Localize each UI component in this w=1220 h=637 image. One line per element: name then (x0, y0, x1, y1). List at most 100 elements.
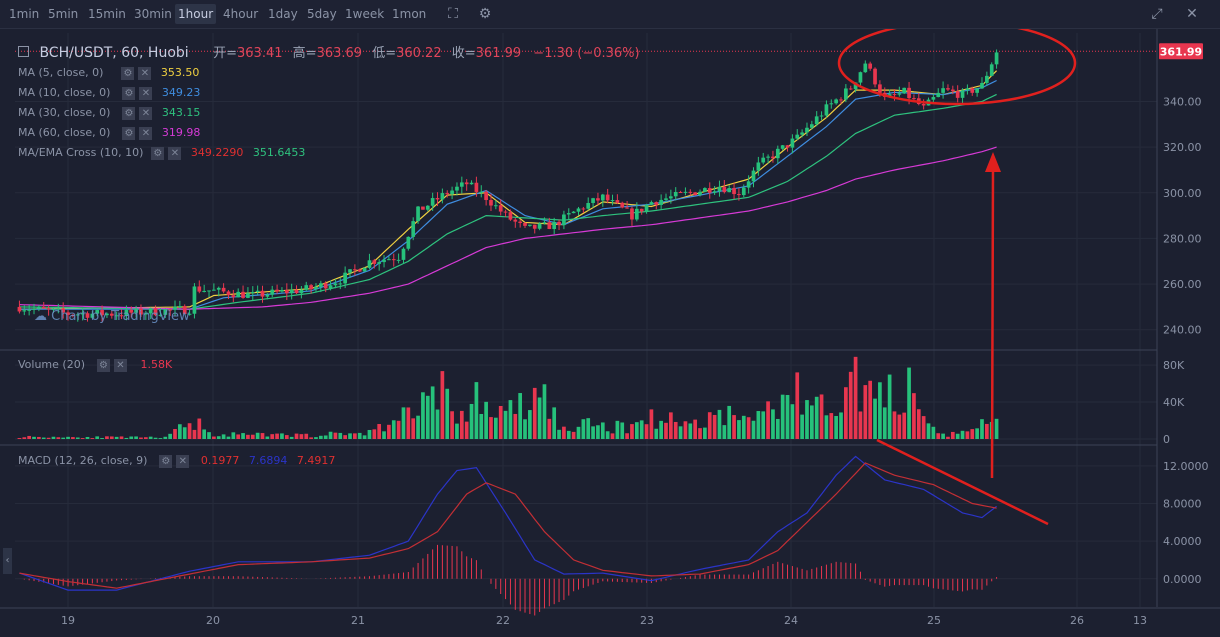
volume-bar (732, 415, 736, 439)
candle-body (163, 309, 168, 315)
candle-body (270, 289, 275, 295)
fullscreen-icon[interactable]: ⤢ (1151, 6, 1163, 22)
volume-bar (182, 427, 187, 439)
candle-body (946, 88, 950, 90)
candle-body (790, 138, 795, 148)
volume-bar (878, 382, 882, 439)
candle-body (41, 306, 46, 309)
volume-bar (192, 429, 197, 439)
volume-bar (284, 435, 289, 439)
volume-tick-label: 40K (1163, 396, 1185, 409)
candle-body (51, 308, 56, 310)
volume-bar (712, 414, 717, 439)
annotation-arrow-head (985, 152, 1001, 172)
remove-x-icon[interactable]: ✕ (176, 454, 190, 468)
candle-body (328, 285, 333, 289)
annotation-ellipse (837, 29, 1077, 106)
remove-x-icon[interactable]: ✕ (139, 106, 153, 120)
candle-body (255, 290, 260, 293)
volume-bar (46, 437, 51, 439)
tab-1day[interactable]: 1day (268, 7, 298, 21)
volume-bar (95, 436, 100, 439)
volume-bar (323, 435, 328, 439)
time-tick-label: 20 (206, 614, 220, 627)
chart-canvas[interactable]: 240.00 260.00 280.00 300.00 320.00 340.00 0 40K… (0, 29, 1220, 637)
tab-30min[interactable]: 30min (134, 7, 172, 21)
candle-body (931, 97, 936, 100)
candle-body (284, 290, 289, 294)
tab-5min[interactable]: 5min (48, 7, 79, 21)
volume-bar (698, 428, 702, 439)
tab-1mon[interactable]: 1mon (392, 7, 427, 21)
settings-gear-icon[interactable]: ⚙ (151, 146, 165, 160)
volume-bar (503, 410, 508, 439)
volume-bar (639, 420, 644, 439)
volume-bar (90, 438, 95, 439)
candle-body (294, 289, 299, 294)
volume-bar (741, 415, 746, 439)
candle-body (839, 99, 843, 101)
volume-bar (17, 438, 22, 439)
settings-gear-icon[interactable]: ⚙ (97, 358, 110, 372)
annotation-arrow-shaft (990, 167, 995, 479)
ma5-legend: MA (5, close, 0) ⚙ ✕ 353.50 (18, 66, 200, 80)
remove-x-icon[interactable]: ✕ (138, 66, 152, 80)
candle-body (168, 309, 172, 311)
close-icon[interactable]: ✕ (1186, 6, 1198, 22)
volume-bar (926, 423, 931, 439)
candle-body (673, 191, 678, 197)
tab-1hour[interactable]: 1hour (175, 4, 217, 24)
volume-bar (591, 426, 595, 439)
candle-body (610, 200, 615, 202)
remove-x-icon[interactable]: ✕ (139, 86, 153, 100)
volume-bar (197, 418, 202, 439)
collapse-chevron-icon[interactable]: ‹ (3, 548, 12, 574)
tab-15min[interactable]: 15min (88, 7, 126, 21)
tab-1min[interactable]: 1min (9, 7, 40, 21)
volume-bar (576, 426, 581, 439)
volume-bar (771, 409, 775, 439)
candle-body (455, 186, 459, 191)
volume-bar (212, 436, 216, 439)
macd-tick-label: 8.0000 (1163, 497, 1202, 510)
macd-line-1 (19, 462, 997, 589)
settings-gear-icon[interactable]: ⚙ (478, 6, 492, 22)
volume-bar (975, 428, 979, 439)
tab-4hour[interactable]: 4hour (223, 7, 259, 21)
candle-body (61, 308, 66, 313)
volume-bar (216, 436, 221, 439)
remove-x-icon[interactable]: ✕ (139, 126, 153, 140)
settings-gear-icon[interactable]: ⚙ (122, 106, 136, 120)
candle-body (741, 187, 746, 196)
candle-body (109, 313, 114, 316)
tab-1week[interactable]: 1week (345, 7, 385, 21)
volume-bar (246, 434, 250, 439)
settings-gear-icon[interactable]: ⚙ (122, 86, 136, 100)
volume-bar (882, 407, 887, 439)
candle-body (416, 206, 420, 222)
volume-bar (421, 392, 425, 439)
volume-bar (785, 394, 790, 439)
candle-body (66, 312, 70, 315)
volume-bar (936, 433, 941, 439)
remove-x-icon[interactable]: ✕ (114, 358, 127, 372)
collapse-square-icon[interactable] (18, 46, 29, 57)
ma-line-0 (19, 70, 998, 310)
time-tick-label: 24 (784, 614, 798, 627)
volume-bar (66, 436, 70, 439)
volume-bar (280, 433, 284, 439)
volume-bar (207, 432, 211, 439)
settings-gear-icon[interactable]: ⚙ (159, 454, 173, 468)
volume-bar (294, 433, 299, 439)
time-tick-label: 26 (1070, 614, 1084, 627)
tab-5day[interactable]: 5day (307, 7, 337, 21)
remove-x-icon[interactable]: ✕ (168, 146, 182, 160)
candle-body (75, 314, 80, 316)
volume-bar (187, 423, 192, 439)
settings-gear-icon[interactable]: ⚙ (121, 66, 135, 80)
candle-body (187, 313, 192, 315)
settings-gear-icon[interactable]: ⚙ (122, 126, 136, 140)
volume-bar (100, 438, 104, 439)
screenshot-icon[interactable]: ⛶ (448, 6, 458, 22)
candle-body (936, 92, 941, 98)
